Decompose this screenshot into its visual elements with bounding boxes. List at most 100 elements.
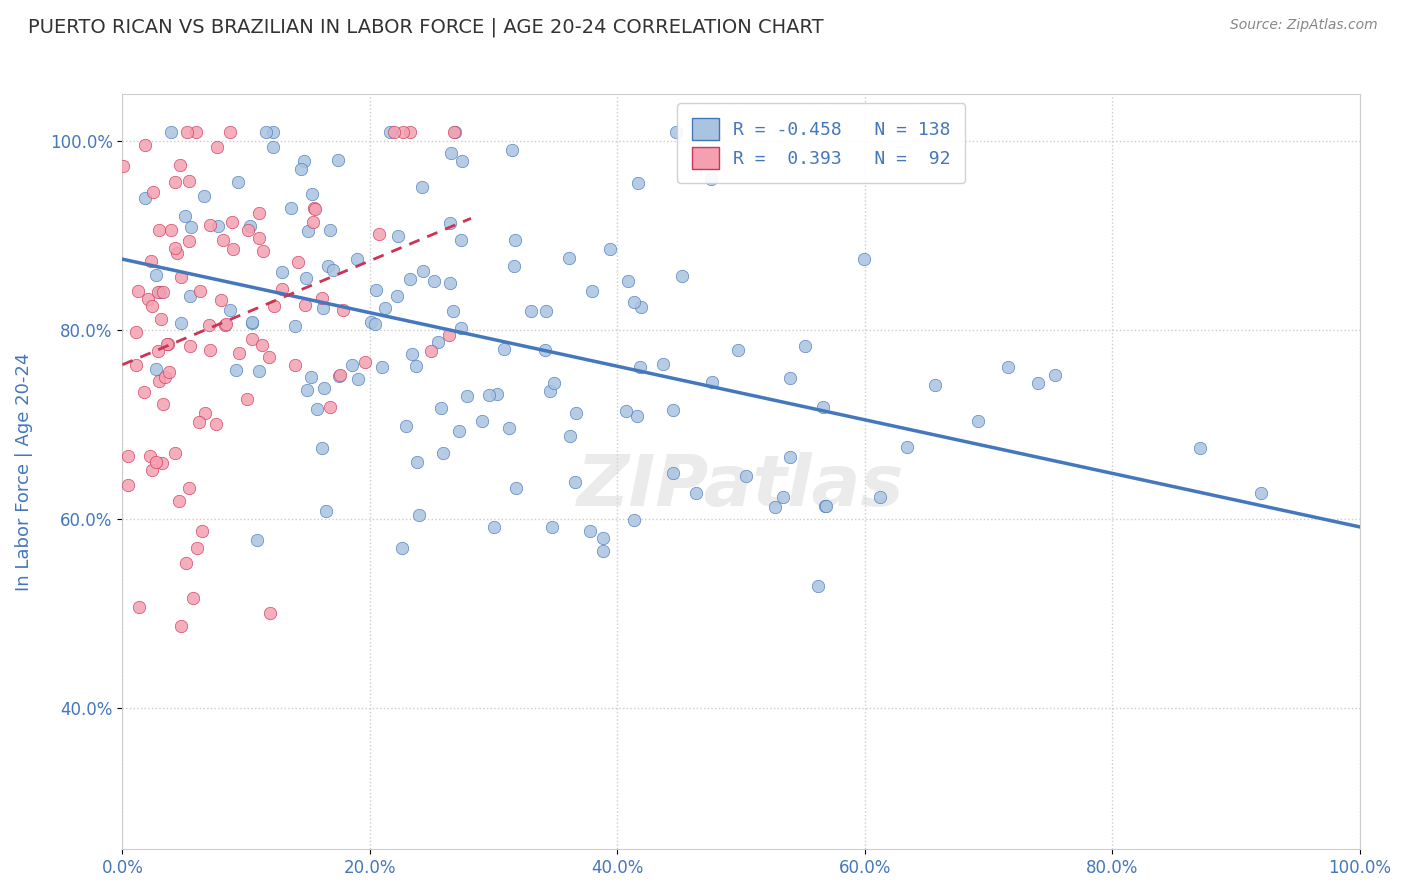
- Brazilians: [148, 223, 170, 237]
- Puerto Ricans: [734, 469, 756, 483]
- Brazilians: [284, 358, 307, 372]
- Puerto Ricans: [794, 339, 817, 353]
- Brazilians: [166, 246, 188, 260]
- Brazilians: [205, 139, 228, 153]
- Puerto Ricans: [815, 499, 838, 513]
- Puerto Ricans: [662, 467, 685, 481]
- Puerto Ricans: [627, 176, 650, 190]
- Brazilians: [153, 370, 176, 384]
- Puerto Ricans: [439, 216, 461, 230]
- Puerto Ricans: [364, 317, 387, 331]
- Brazilians: [353, 354, 375, 368]
- Brazilians: [263, 300, 285, 314]
- Puerto Ricans: [772, 491, 794, 505]
- Brazilians: [190, 284, 212, 298]
- Brazilians: [198, 318, 221, 332]
- Puerto Ricans: [560, 429, 582, 443]
- Brazilians: [191, 524, 214, 539]
- Puerto Ricans: [853, 252, 876, 266]
- Brazilians: [215, 317, 238, 331]
- Puerto Ricans: [145, 361, 167, 376]
- Brazilians: [148, 285, 170, 300]
- Puerto Ricans: [440, 146, 463, 161]
- Puerto Ricans: [623, 513, 645, 527]
- Brazilians: [177, 234, 200, 248]
- Puerto Ricans: [779, 450, 801, 464]
- Brazilians: [238, 223, 260, 237]
- Puerto Ricans: [179, 289, 201, 303]
- Puerto Ricans: [896, 440, 918, 454]
- Puerto Ricans: [364, 283, 387, 297]
- Brazilians: [163, 241, 186, 255]
- Puerto Ricans: [262, 125, 284, 139]
- Brazilians: [142, 186, 165, 200]
- Puerto Ricans: [239, 219, 262, 234]
- Puerto Ricans: [290, 161, 312, 176]
- Puerto Ricans: [1045, 368, 1067, 382]
- Brazilians: [125, 325, 148, 339]
- Puerto Ricans: [371, 359, 394, 374]
- Puerto Ricans: [294, 270, 316, 285]
- Brazilians: [167, 493, 190, 508]
- Brazilians: [398, 125, 420, 139]
- Puerto Ricans: [1250, 486, 1272, 500]
- Puerto Ricans: [439, 276, 461, 290]
- Brazilians: [228, 345, 250, 359]
- Puerto Ricans: [534, 343, 557, 357]
- Puerto Ricans: [727, 343, 749, 358]
- Puerto Ricans: [406, 455, 429, 469]
- Brazilians: [211, 233, 233, 247]
- Puerto Ricans: [450, 233, 472, 247]
- Brazilians: [311, 291, 333, 305]
- Puerto Ricans: [630, 300, 652, 314]
- Puerto Ricans: [280, 201, 302, 215]
- Puerto Ricans: [299, 370, 322, 384]
- Brazilians: [152, 397, 174, 411]
- Puerto Ricans: [503, 233, 526, 247]
- Puerto Ricans: [305, 402, 328, 417]
- Puerto Ricans: [346, 252, 368, 266]
- Puerto Ricans: [565, 406, 588, 420]
- Brazilians: [146, 343, 169, 358]
- Puerto Ricans: [301, 187, 323, 202]
- Brazilians: [138, 450, 160, 464]
- Puerto Ricans: [623, 294, 645, 309]
- Puerto Ricans: [869, 490, 891, 504]
- Brazilians: [332, 302, 354, 317]
- Brazilians: [257, 350, 280, 364]
- Puerto Ricans: [391, 541, 413, 556]
- Puerto Ricans: [564, 475, 586, 490]
- Brazilians: [136, 292, 159, 306]
- Puerto Ricans: [225, 363, 247, 377]
- Puerto Ricans: [520, 304, 543, 318]
- Brazilians: [301, 215, 323, 229]
- Puerto Ricans: [444, 125, 467, 139]
- Puerto Ricans: [662, 403, 685, 417]
- Puerto Ricans: [498, 421, 520, 435]
- Brazilians: [304, 202, 326, 217]
- Puerto Ricans: [449, 425, 471, 439]
- Puerto Ricans: [226, 175, 249, 189]
- Brazilians: [117, 478, 139, 492]
- Puerto Ricans: [423, 274, 446, 288]
- Text: PUERTO RICAN VS BRAZILIAN IN LABOR FORCE | AGE 20-24 CORRELATION CHART: PUERTO RICAN VS BRAZILIAN IN LABOR FORCE…: [28, 18, 824, 37]
- Puerto Ricans: [193, 188, 215, 202]
- Puerto Ricans: [430, 401, 453, 415]
- Puerto Ricans: [311, 301, 333, 315]
- Brazilians: [198, 219, 221, 233]
- Puerto Ricans: [218, 303, 240, 318]
- Puerto Ricans: [541, 519, 564, 533]
- Puerto Ricans: [340, 359, 363, 373]
- Brazilians: [163, 446, 186, 460]
- Brazilians: [177, 481, 200, 495]
- Brazilians: [198, 343, 221, 358]
- Puerto Ricans: [180, 220, 202, 235]
- Puerto Ricans: [385, 289, 408, 303]
- Puerto Ricans: [297, 383, 319, 397]
- Brazilians: [139, 253, 162, 268]
- Puerto Ricans: [207, 219, 229, 233]
- Puerto Ricans: [311, 442, 333, 456]
- Puerto Ricans: [628, 360, 651, 375]
- Puerto Ricans: [399, 271, 422, 285]
- Puerto Ricans: [347, 372, 370, 386]
